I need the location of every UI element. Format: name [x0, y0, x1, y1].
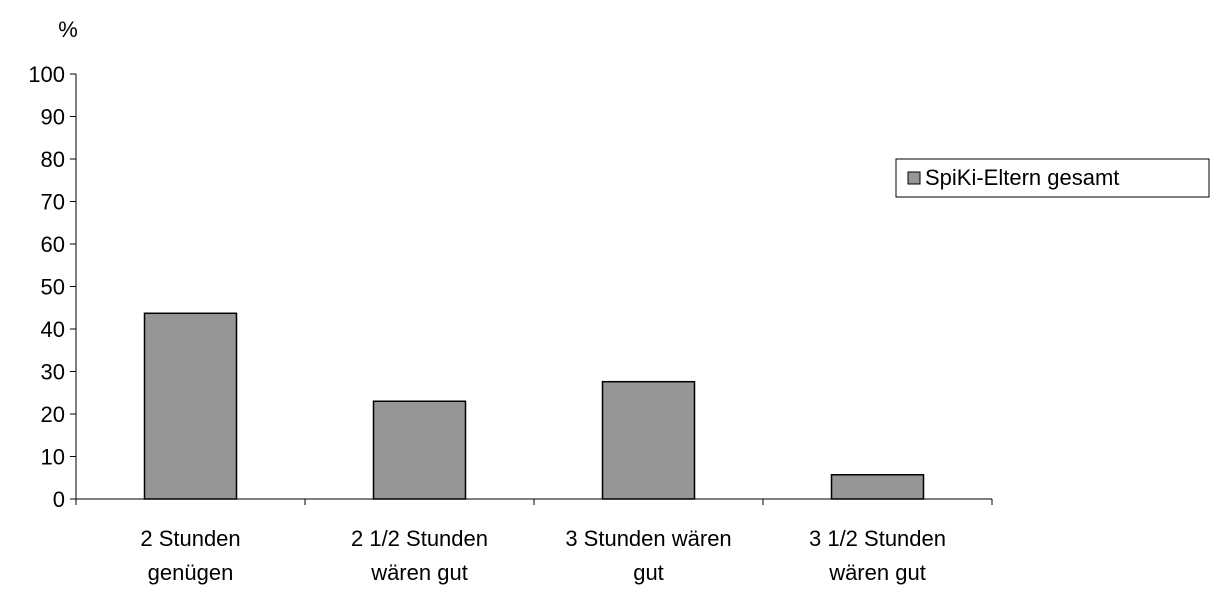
- x-category-label: 3 Stunden wären: [565, 526, 731, 551]
- y-tick-label: 0: [53, 487, 65, 512]
- legend-label: SpiKi-Eltern gesamt: [925, 165, 1119, 190]
- legend: SpiKi-Eltern gesamt: [895, 158, 1210, 198]
- y-tick-label: 40: [41, 317, 65, 342]
- legend-frame: [895, 158, 1210, 198]
- x-category-label: 3 1/2 Stunden: [809, 526, 946, 551]
- y-tick-label: 100: [28, 62, 65, 87]
- x-category-label: genügen: [148, 560, 234, 585]
- y-tick-label: 70: [41, 190, 65, 215]
- y-tick-label: 20: [41, 402, 65, 427]
- y-tick-label: 60: [41, 232, 65, 257]
- bar: [143, 312, 238, 500]
- y-tick-label: 90: [41, 105, 65, 130]
- y-axis-unit-label: %: [58, 17, 78, 42]
- x-category-label: wären gut: [370, 560, 468, 585]
- y-tick-label: 30: [41, 360, 65, 385]
- y-tick-label: 10: [41, 445, 65, 470]
- legend-swatch: [907, 171, 921, 185]
- x-category-label: gut: [633, 560, 664, 585]
- bar: [601, 380, 696, 500]
- bar: [830, 474, 925, 500]
- y-tick-label: 50: [41, 275, 65, 300]
- y-tick-label: 80: [41, 147, 65, 172]
- x-category-label: 2 Stunden: [140, 526, 240, 551]
- x-category-label: 2 1/2 Stunden: [351, 526, 488, 551]
- bar: [372, 400, 467, 500]
- plot-area: 0 10 20 30 40 50 60 70 80 90 100 2 Stunden genügen 2 …: [28, 62, 993, 585]
- x-category-label: wären gut: [828, 560, 926, 585]
